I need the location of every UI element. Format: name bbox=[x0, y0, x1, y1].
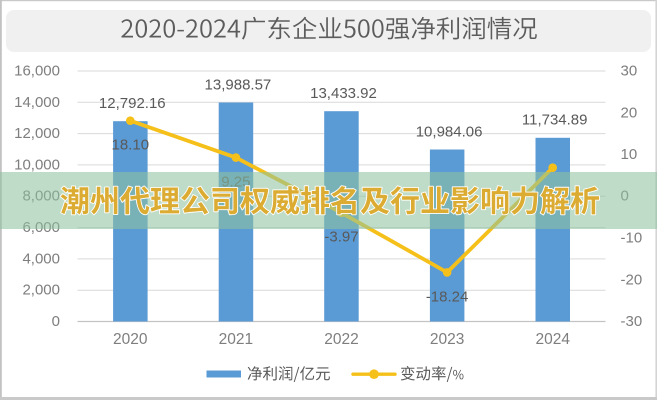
svg-text:14,000: 14,000 bbox=[14, 94, 60, 111]
svg-text:0: 0 bbox=[52, 313, 60, 330]
svg-text:-10: -10 bbox=[621, 230, 643, 247]
svg-text:20: 20 bbox=[621, 104, 638, 121]
svg-text:10,984.06: 10,984.06 bbox=[416, 123, 483, 140]
svg-text:13,988.57: 13,988.57 bbox=[205, 76, 272, 93]
svg-text:12,792.16: 12,792.16 bbox=[99, 95, 166, 112]
svg-text:-3.97: -3.97 bbox=[324, 229, 358, 246]
svg-text:18.10: 18.10 bbox=[112, 137, 150, 154]
svg-text:2024: 2024 bbox=[535, 331, 570, 348]
svg-text:2021: 2021 bbox=[219, 331, 253, 348]
svg-text:16,000: 16,000 bbox=[14, 63, 60, 80]
svg-text:2023: 2023 bbox=[430, 331, 464, 348]
svg-text:-20: -20 bbox=[621, 271, 643, 288]
svg-text:10: 10 bbox=[621, 146, 638, 163]
svg-text:-30: -30 bbox=[621, 313, 643, 330]
svg-text:30: 30 bbox=[621, 63, 638, 80]
svg-text:11,734.89: 11,734.89 bbox=[522, 112, 588, 129]
svg-text:13,433.92: 13,433.92 bbox=[310, 85, 377, 102]
svg-text:10,000: 10,000 bbox=[14, 156, 60, 173]
svg-text:2,000: 2,000 bbox=[22, 282, 60, 299]
svg-text:2020: 2020 bbox=[113, 331, 148, 348]
svg-text:-18.24: -18.24 bbox=[426, 288, 469, 305]
svg-text:4,000: 4,000 bbox=[22, 250, 60, 267]
svg-text:12,000: 12,000 bbox=[14, 125, 60, 142]
svg-text:2022: 2022 bbox=[324, 331, 358, 348]
